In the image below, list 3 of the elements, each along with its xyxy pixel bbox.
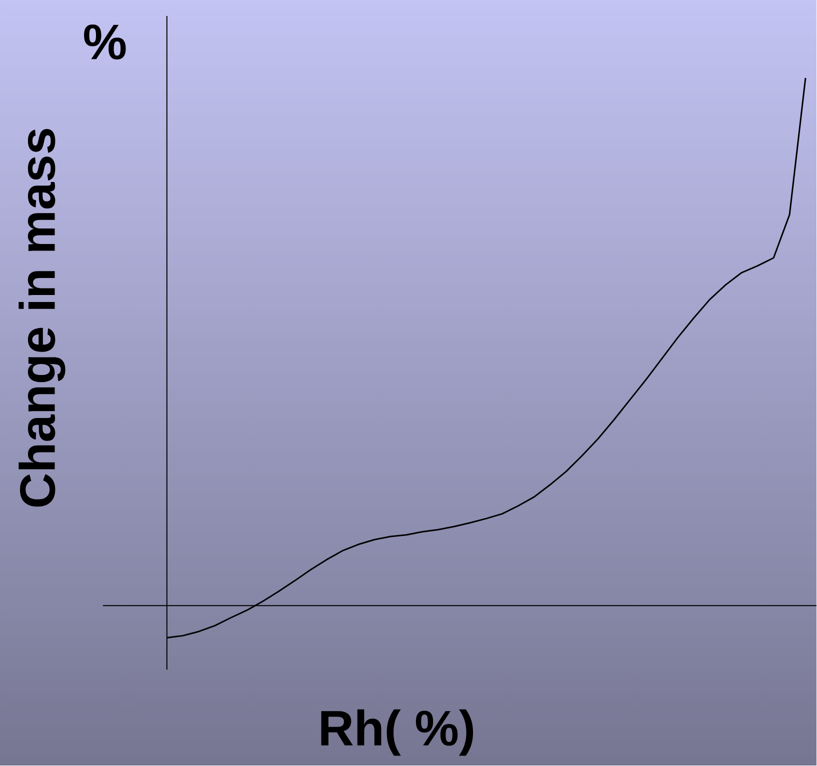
x-axis-title: Rh( %)	[321, 710, 474, 756]
text: %	[84, 24, 126, 60]
y-axis-title: Change in mass	[18, 129, 66, 507]
